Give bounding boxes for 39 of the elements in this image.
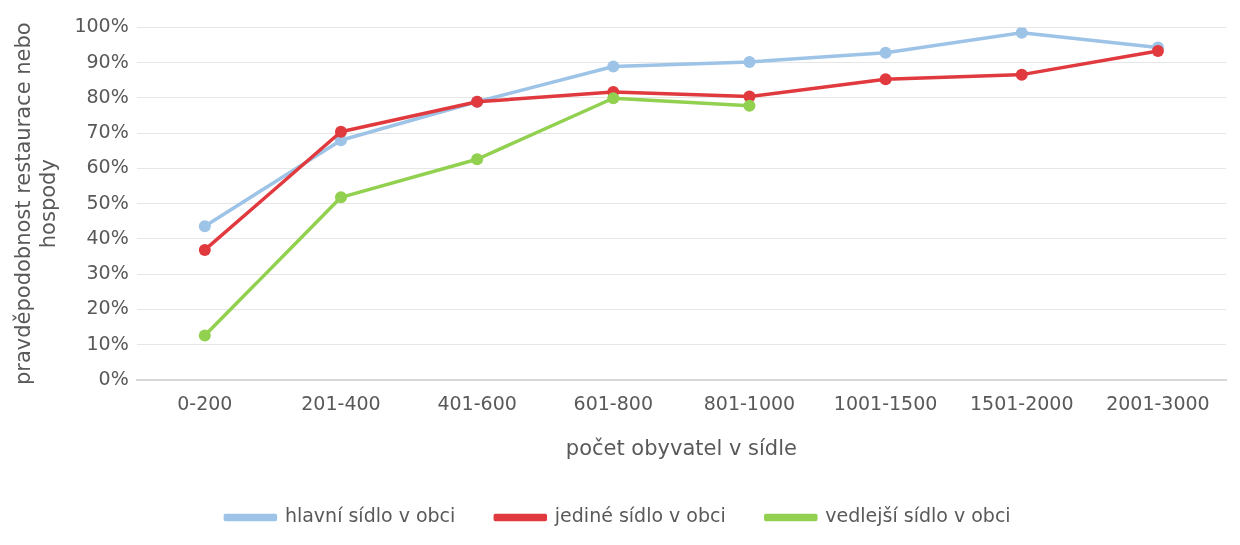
x-axis-title: počet obyvatel v sídle	[565, 435, 797, 460]
x-tick-label: 201-400	[301, 392, 381, 415]
x-tick-label: 401-600	[437, 392, 517, 415]
x-tick-label: 1501-2000	[969, 392, 1074, 415]
point	[879, 46, 892, 59]
point	[334, 125, 347, 138]
point	[607, 92, 620, 105]
point	[1151, 45, 1164, 58]
legend-label: jediné sídlo v obci	[553, 504, 726, 527]
y-tick-label: 80%	[86, 84, 129, 107]
point	[198, 220, 211, 233]
y-tick-label: 50%	[86, 190, 129, 213]
x-tick-label: 1001-1500	[833, 392, 938, 415]
x-tick-label: 2001-3000	[1106, 392, 1210, 415]
y-tick-label: 60%	[86, 155, 129, 178]
x-tick-label: 0-200	[177, 392, 233, 415]
point	[198, 243, 211, 256]
point	[607, 60, 620, 73]
point	[743, 55, 756, 68]
point	[198, 329, 211, 342]
legend-label: vedlejší sídlo v obci	[825, 504, 1011, 527]
y-tick-label: 90%	[86, 49, 129, 72]
y-tick-label: 70%	[86, 120, 129, 143]
x-tick-label: 601-800	[573, 392, 653, 415]
y-tick-label: 30%	[86, 261, 129, 284]
y-axis-title: pravděpodobnost restaurace nebo hospody	[11, 22, 61, 386]
point	[334, 191, 347, 204]
y-tick-label: 20%	[86, 296, 129, 319]
point	[1015, 27, 1028, 39]
point	[743, 99, 756, 112]
point	[1015, 68, 1028, 81]
legend-label: hlavní sídlo v obci	[284, 504, 456, 527]
y-tick-label: 40%	[86, 225, 129, 248]
y-tick-label: 100%	[74, 14, 129, 37]
y-tick-label: 10%	[86, 331, 129, 354]
y-tick-label: 0%	[98, 366, 129, 389]
point	[879, 73, 892, 86]
point	[471, 153, 484, 166]
x-tick-label: 801-1000	[703, 392, 796, 415]
